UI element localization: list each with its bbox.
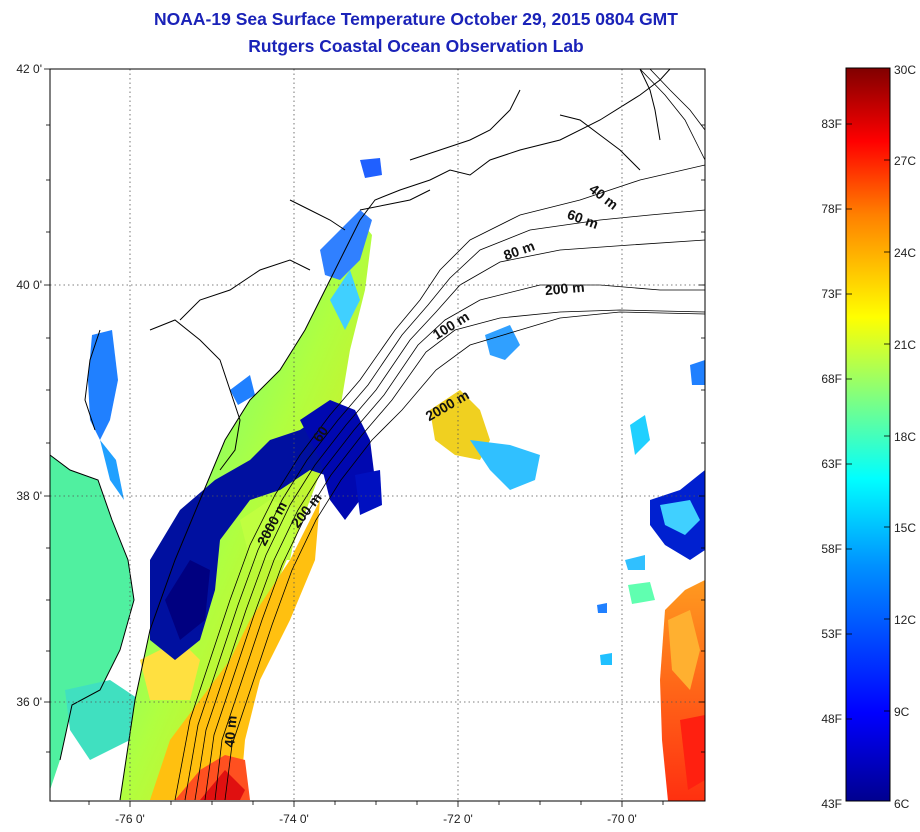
colorbar-gradient [845,67,891,802]
colorbar-c-label: 6C [894,797,910,811]
colorbar-f-label: 83F [821,117,842,131]
colorbar-c-label: 15C [894,521,916,535]
map-plot-area: 40 m 60 m 80 m 200 m 100 m 2000 m 60 200… [50,69,705,801]
colorbar-f-label: 63F [821,457,842,471]
offshore-sst [430,325,705,801]
colorbar-c-label: 30C [894,63,916,77]
colorbar-f-label: 43F [821,797,842,811]
colorbar-f-label: 53F [821,627,842,641]
colorbar-c-label: 9C [894,705,910,719]
isobaths [174,69,705,801]
depth-label: 40 m [221,715,240,748]
colorbar-c-label: 24C [894,246,916,260]
lat-tick-label: 38 0' [16,489,42,503]
map-subtitle: Rutgers Coastal Ocean Observation Lab [248,36,584,56]
lon-tick-label: -74 0' [279,812,309,826]
coastline [50,69,671,801]
map-frame [49,68,706,802]
lon-tick-label: -72 0' [443,812,473,826]
colorbar-f-label: 58F [821,542,842,556]
shelf-water-sst [120,220,372,800]
lat-tick-label: 36 0' [16,695,42,709]
colorbar: 83F 78F 73F 68F 63F 58F 53F 48F 43F 30C … [821,63,916,811]
colorbar-f-label: 68F [821,372,842,386]
chesapeake-bay-sst [50,330,140,790]
lat-tick-label: 40 0' [16,278,42,292]
colorbar-c-label: 12C [894,613,916,627]
lon-tick-label: -70 0' [607,812,637,826]
colorbar-c-label: 21C [894,338,916,352]
axis-ticks [44,68,705,807]
colorbar-f-label: 78F [821,202,842,216]
colorbar-c-label: 27C [894,154,916,168]
graticule [50,69,705,801]
lat-tick-label: 42 0' [16,62,42,76]
colorbar-c-label: 18C [894,430,916,444]
colorbar-f-label: 48F [821,712,842,726]
map-title: NOAA-19 Sea Surface Temperature October … [154,9,678,29]
colorbar-f-label: 73F [821,287,842,301]
lon-tick-label: -76 0' [115,812,145,826]
depth-label: 200 m [544,279,585,298]
